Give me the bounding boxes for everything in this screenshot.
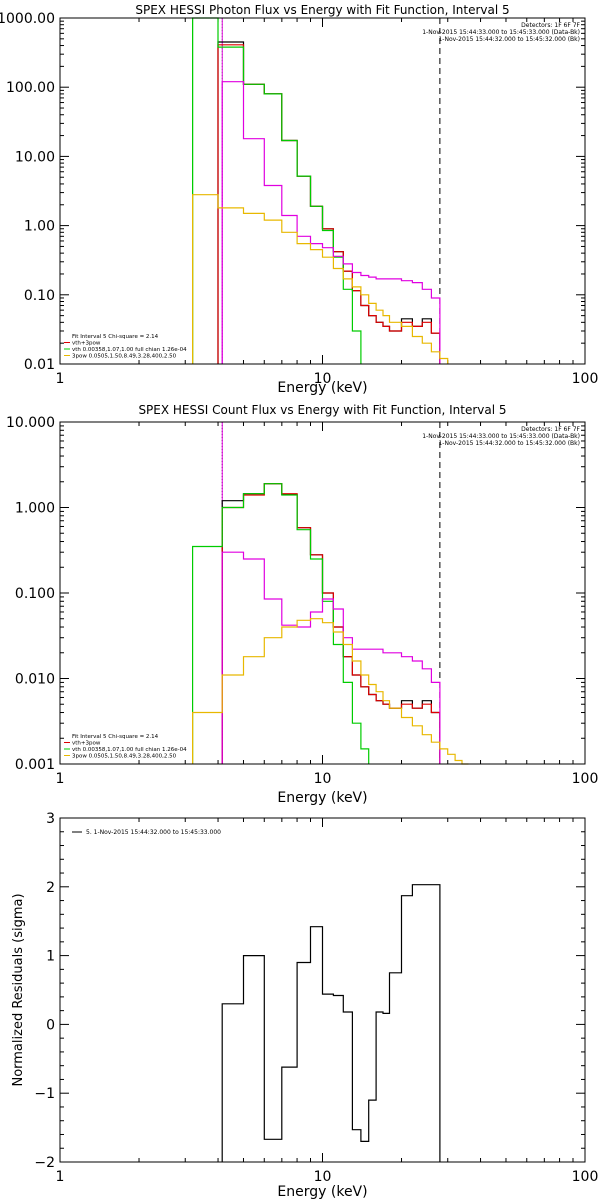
y-tick-label: 3 — [46, 811, 55, 827]
y-tick-label: 10.00 — [15, 149, 55, 165]
x-axis-label: Energy (keV) — [277, 790, 367, 806]
plot-frame — [59, 421, 586, 765]
x-tick-label: 100 — [572, 771, 599, 787]
x-tick-label: 10 — [314, 371, 332, 387]
fit-legend-line: vth+3pow — [72, 741, 101, 747]
y-tick-label: 0 — [46, 1017, 55, 1033]
x-tick-label: 1 — [56, 771, 65, 787]
y-tick-label: 0.01 — [24, 357, 55, 373]
y-tick-label: 1 — [46, 949, 55, 965]
photon-flux-panel: SPEX HESSI Photon Flux vs Energy with Fi… — [0, 3, 598, 396]
chart-title: SPEX HESSI Photon Flux vs Energy with Fi… — [135, 3, 509, 17]
x-axis-label: Energy (keV) — [277, 380, 367, 396]
y-tick-label: 0.10 — [24, 288, 55, 304]
x-tick-label: 1 — [56, 371, 65, 387]
fit-legend-line: vth 0.00358,1.07,1.00 full chian 1.26e-0… — [72, 347, 187, 353]
plot-frame — [59, 817, 586, 1163]
fit-legend-line: Fit Interval 5 Chi-square = 2.14 — [72, 734, 159, 740]
chart-title: SPEX HESSI Count Flux vs Energy with Fit… — [138, 403, 506, 417]
detector-info-line: Detectors: 1F 6F 7F — [521, 22, 580, 29]
y-axis-label: Normalized Residuals (sigma) — [11, 893, 26, 1086]
series-line-0 — [221, 884, 441, 1162]
series-line-0 — [217, 41, 441, 364]
series-line-2 — [192, 17, 362, 364]
x-tick-label: 100 — [572, 371, 599, 387]
y-tick-label: −2 — [34, 1155, 55, 1171]
fit-legend-line: Fit Interval 5 Chi-square = 2.14 — [72, 334, 159, 340]
fit-legend-line: vth+3pow — [72, 341, 101, 347]
detector-info-line: 1-Nov-2015 15:44:32.000 to 15:45:32.000 … — [438, 36, 580, 43]
detector-info-line: 1-Nov-2015 15:44:33.000 to 15:45:33.000 … — [422, 29, 580, 36]
y-tick-label: 2 — [46, 880, 55, 896]
series-line-4 — [192, 618, 469, 765]
series-line-4 — [192, 194, 449, 364]
series-line-2 — [192, 483, 370, 764]
series-line-1 — [217, 44, 441, 364]
x-tick-label: 100 — [572, 1169, 599, 1185]
fit-legend-line: 3pow 0.0505,1.50,8.49,3.28,400,2.50 — [72, 754, 177, 760]
x-tick-label: 1 — [56, 1169, 65, 1185]
y-tick-label: 0.010 — [15, 672, 55, 688]
residuals-panel: 1 10 100 −2 −1 0 1 2 3 Energy (keV) Normalized Res… — [11, 811, 598, 1200]
y-tick-label: 0.001 — [15, 757, 55, 773]
x-tick-label: 10 — [314, 1169, 332, 1185]
detector-info-line: 1-Nov-2015 15:44:32.000 to 15:45:32.000 … — [438, 440, 580, 447]
y-tick-label: 1.00 — [24, 219, 55, 235]
series-line-0 — [221, 483, 441, 764]
y-tick-label: 100.00 — [6, 80, 55, 96]
y-tick-label: 1000.00 — [0, 11, 55, 27]
series-line-1 — [221, 483, 441, 764]
y-tick-label: 10.000 — [6, 415, 55, 431]
count-flux-panel: SPEX HESSI Count Flux vs Energy with Fit… — [6, 403, 598, 806]
series-line-3 — [221, 81, 441, 364]
y-tick-label: 1.000 — [15, 501, 55, 517]
x-tick-label: 10 — [314, 771, 332, 787]
detector-info-line: 1-Nov-2015 15:44:33.000 to 15:45:33.000 … — [422, 433, 580, 440]
plot-frame — [59, 17, 586, 365]
residual-legend-label: 5. 1-Nov-2015 15:44:32.000 to 15:45:33.0… — [86, 829, 221, 836]
detector-info-line: Detectors: 1F 6F 7F — [521, 426, 580, 433]
y-tick-label: 0.100 — [15, 586, 55, 602]
x-axis-label: Energy (keV) — [277, 1184, 367, 1200]
fit-legend-line: vth 0.00358,1.07,1.00 full chian 1.26e-0… — [72, 747, 187, 753]
fit-legend-line: 3pow 0.0505,1.50,8.49,3.28,400,2.50 — [72, 354, 177, 360]
y-tick-label: −1 — [34, 1086, 55, 1102]
series-line-3 — [221, 551, 441, 764]
